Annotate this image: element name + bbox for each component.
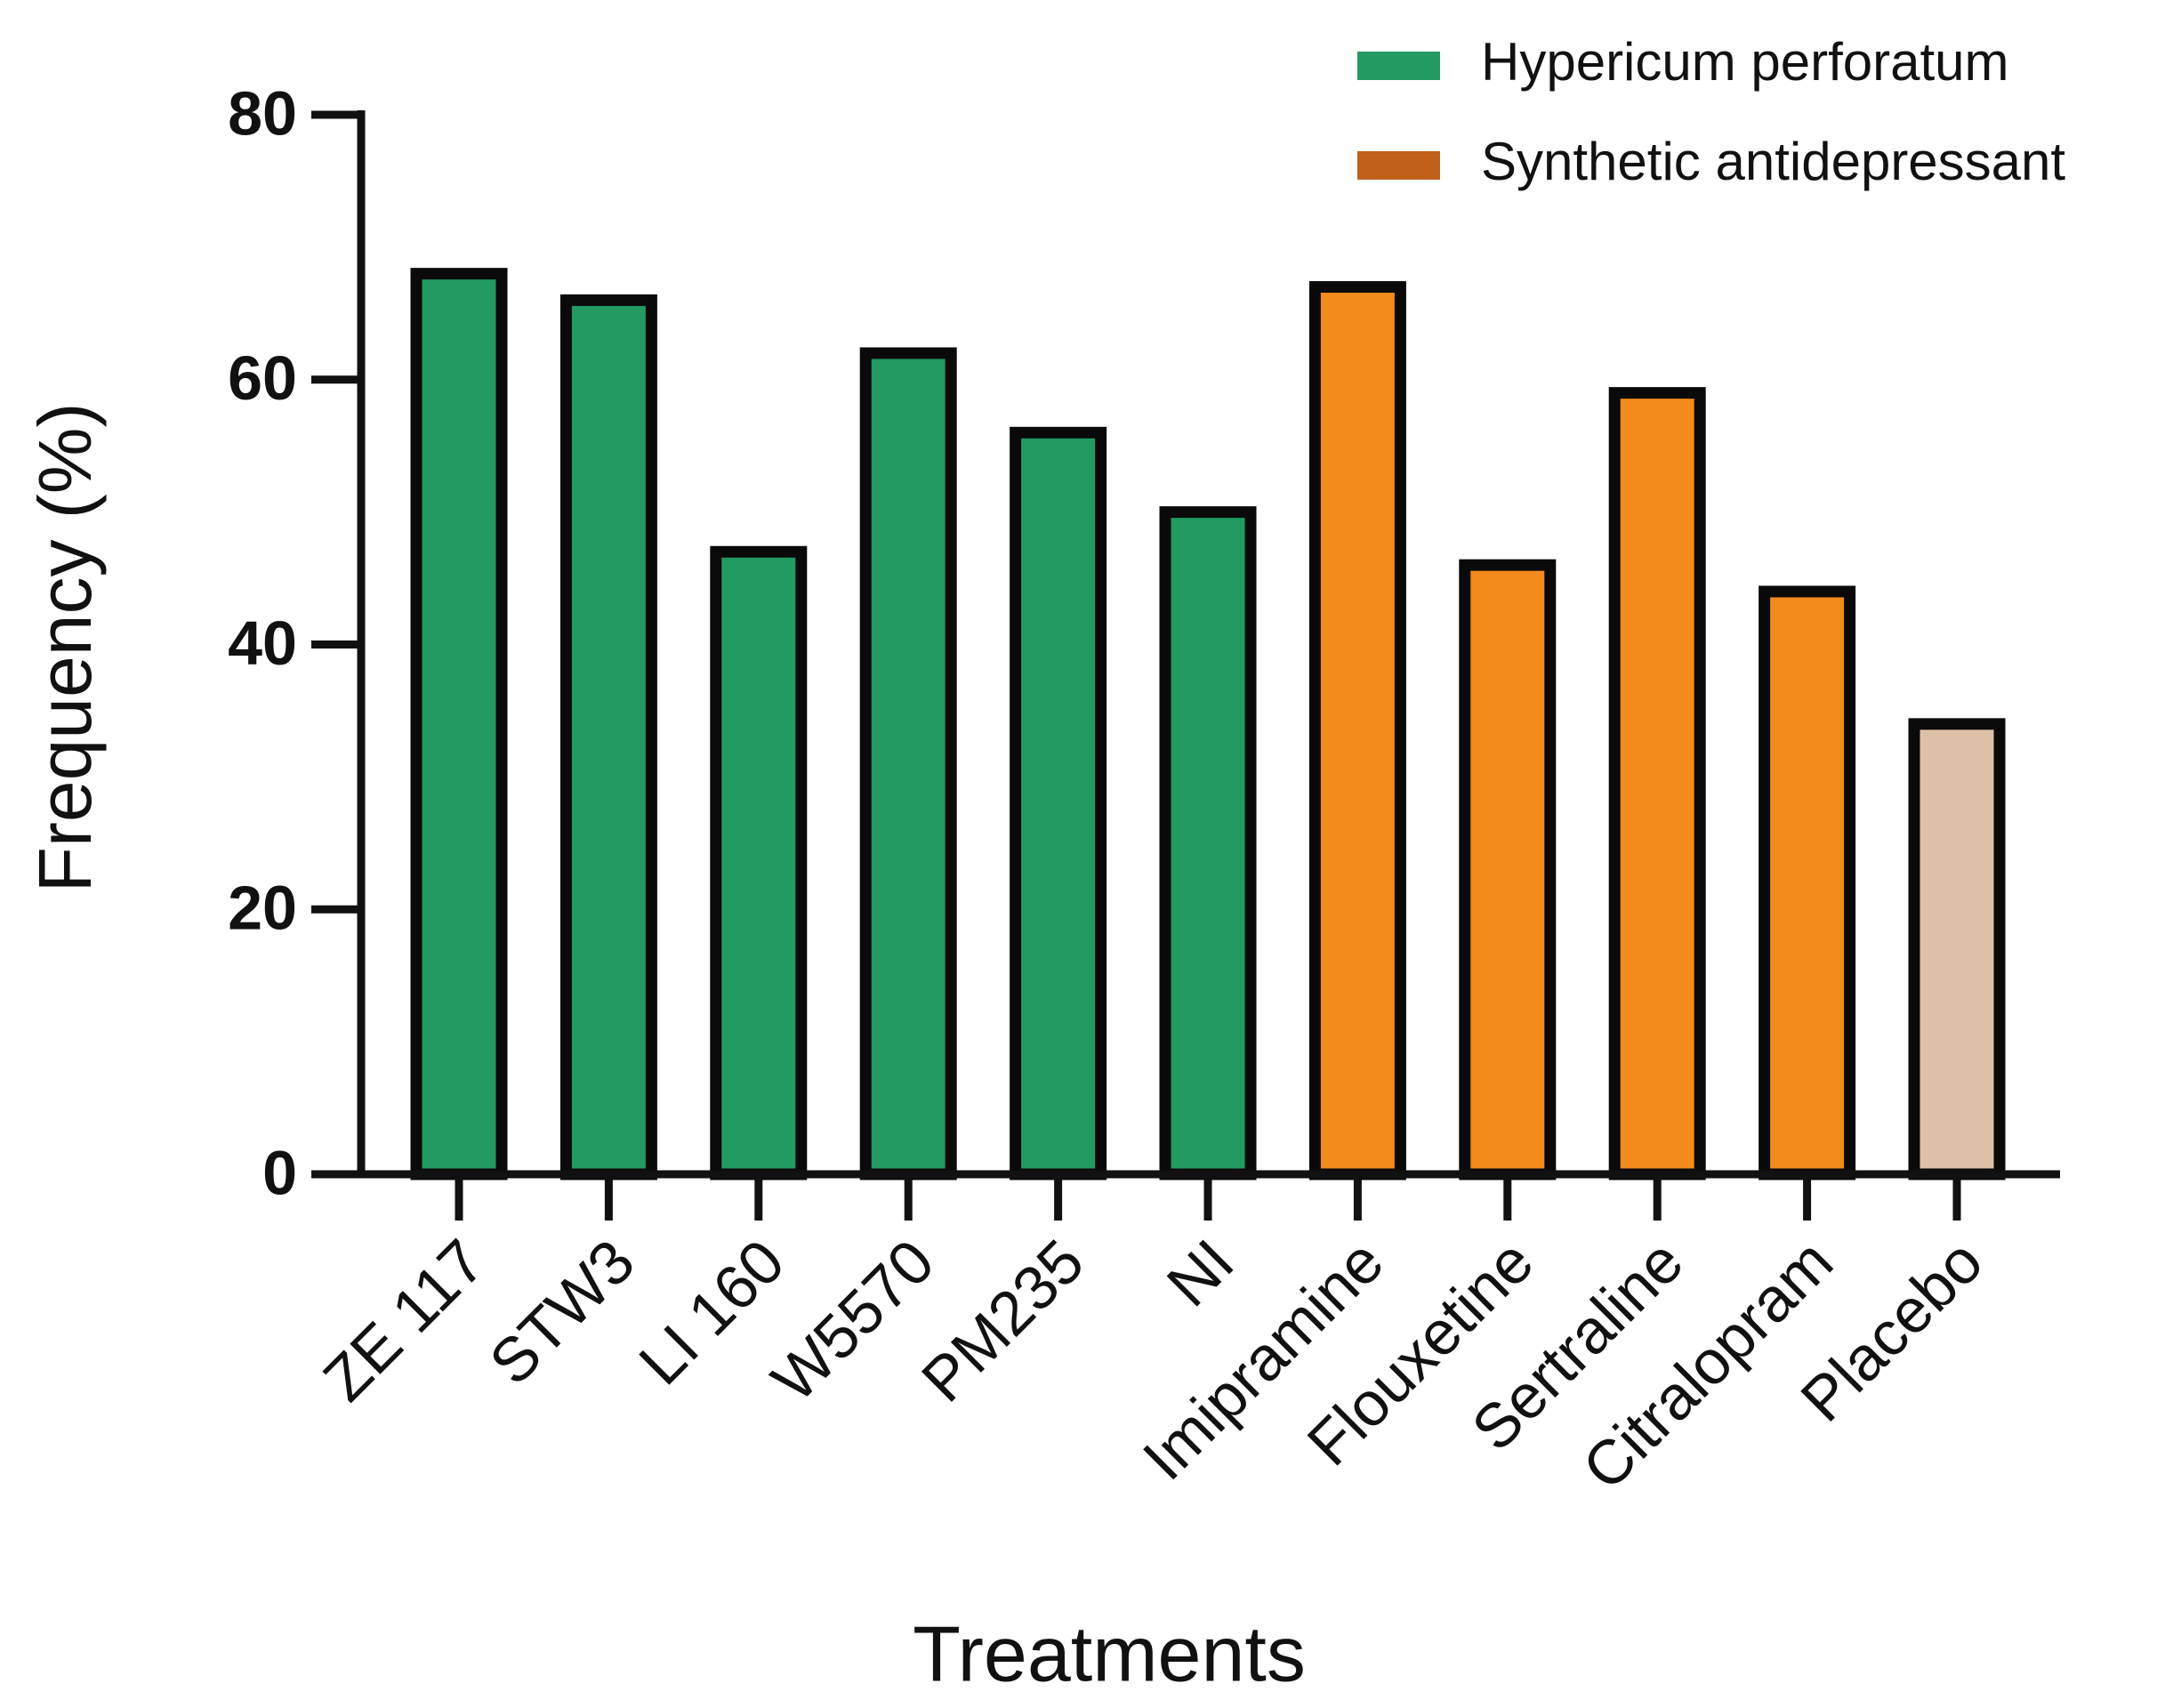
y-tick-label: 80 [228,78,297,148]
bar [859,347,957,1180]
legend-label: Synthetic antidepressant [1481,132,2065,191]
bar [1759,585,1856,1180]
bar [1459,559,1557,1180]
bar [410,268,508,1180]
x-axis-title: Treatments [913,1609,1306,1697]
bar [1159,506,1257,1180]
x-tick-label: W5570 [759,1227,947,1415]
x-tick-label: ZE 117 [310,1227,498,1414]
legend-swatch [1357,52,1440,80]
bar [710,545,808,1180]
y-axis-title: Frequency (%) [23,403,107,893]
bar [559,294,657,1180]
y-tick-label: 60 [228,343,297,413]
legend-label: Hypericum perforatum [1481,32,2009,92]
y-tick-label: 0 [262,1138,297,1207]
bar [1308,281,1406,1180]
x-tick-label: NI [1154,1227,1247,1320]
bar [1908,718,2006,1180]
y-tick-label: 40 [228,608,297,678]
x-tick-label: STW3 [476,1227,648,1398]
x-tick-label: PM235 [908,1227,1097,1415]
bar [1608,387,1706,1180]
y-tick-label: 20 [228,874,297,943]
bar [1010,426,1107,1180]
legend-swatch [1357,151,1440,180]
